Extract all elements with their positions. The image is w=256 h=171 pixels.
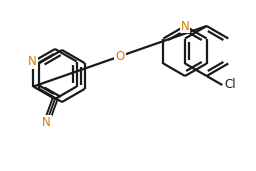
- Text: N: N: [42, 116, 51, 129]
- Text: Cl: Cl: [225, 78, 236, 91]
- Text: O: O: [115, 50, 125, 63]
- Text: N: N: [181, 19, 189, 32]
- Text: N: N: [28, 55, 37, 68]
